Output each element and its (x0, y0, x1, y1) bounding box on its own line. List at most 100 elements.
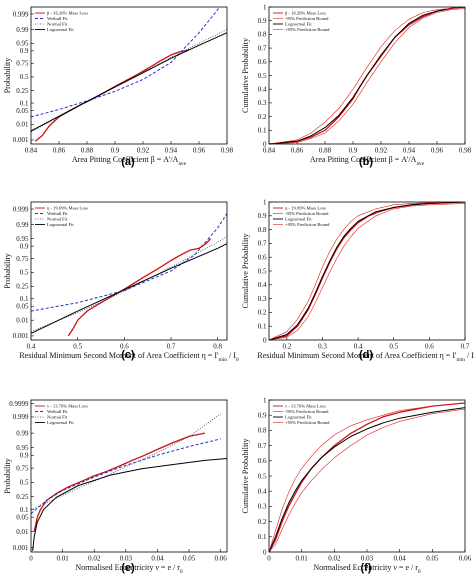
series-group (269, 202, 465, 340)
x-axis-label-main: Normalised Eccentricity ν = e / r (75, 563, 180, 572)
x-axis-label-main: Normalised Eccentricity ν = e / r (313, 563, 418, 572)
x-tick-label: 0.88 (319, 147, 332, 155)
legend-entry: -95% Prediction Bound (285, 16, 329, 21)
series-group (31, 7, 227, 142)
legend-entry: Normal Fit (47, 415, 68, 420)
y-tick-label: 0.001 (13, 544, 29, 552)
plot-frame (268, 6, 466, 145)
y-tick-label: 0.01 (16, 121, 29, 129)
chart-panel-f: 0 0.1 0.2 0.3 0.4 0.5 0.6 0.7 0.8 0.9 1 0 0.01 0.02 0.… (241, 396, 472, 575)
legend-entry: ν - 13.76% Mass Loss (285, 404, 326, 409)
x-tick-label: 0.5 (389, 343, 398, 351)
chart-panel-a: 0.0010.010.050.10.250.50.750.90.950.990.… (3, 6, 234, 168)
x-tick-label: 0.02 (328, 555, 341, 563)
y-tick-label: 0.9 (258, 212, 267, 220)
series-line-lognormal (269, 407, 465, 552)
y-tick-label: 0.3 (258, 503, 267, 511)
plot-frame (268, 399, 466, 553)
y-tick-label: 0.2 (258, 518, 267, 526)
y-tick-label: 0 (263, 140, 267, 148)
y-axis-label: Cumulative Probability (241, 38, 250, 113)
y-tick-label: 0.8 (258, 427, 267, 435)
series-line-bound (269, 408, 465, 552)
x-tick-label: 0.02 (88, 555, 101, 563)
series-line-data (67, 238, 212, 337)
x-tick-label: 0.01 (56, 555, 69, 563)
x-axis-label: Residual Minimum Second Moment of Area C… (19, 351, 239, 363)
series-line-bound (269, 203, 465, 340)
x-tick-label: 0.03 (120, 555, 133, 563)
x-axis-label: Area Pitting Coefficient β = A'/Aave (72, 155, 187, 167)
y-tick-label: 0.5 (258, 267, 267, 275)
y-tick-label: 0.01 (16, 528, 29, 536)
y-tick-label: 0.999 (13, 205, 29, 213)
x-tick-label: 0.96 (431, 147, 444, 155)
y-tick-label: 0.001 (13, 332, 29, 340)
y-tick-label: 0.1 (258, 323, 267, 331)
y-tick-label: 0.5 (20, 73, 29, 81)
x-tick-label: 0.06 (459, 555, 472, 563)
legend-entry: Lognormal Fit (285, 415, 312, 420)
x-tick-label: 0.8 (213, 343, 222, 351)
y-tick-label: 0.3 (258, 295, 267, 303)
plot-frame (30, 399, 228, 553)
series-line-bound (269, 7, 465, 144)
y-tick-label: 0.001 (13, 136, 29, 144)
x-axis-label: Normalised Eccentricity ν = e / r0 (313, 563, 421, 575)
y-tick-label: 0.4 (258, 281, 267, 289)
y-tick-label: 0.05 (16, 513, 29, 521)
y-tick-label: 0.1 (20, 506, 29, 514)
legend-entry: β - 16.26% Mass Loss (47, 11, 88, 16)
series-line-weibull (31, 7, 221, 118)
x-tick-label: 0.4 (27, 343, 36, 351)
x-tick-label: 0.5 (73, 343, 82, 351)
y-tick-label: 0.9999 (9, 400, 29, 408)
y-tick-label: 0.5 (258, 472, 267, 480)
x-tick-label: 0.06 (215, 555, 228, 563)
x-tick-label: 0.04 (151, 555, 164, 563)
series-line-bound (269, 202, 465, 340)
legend-entry: -95% Prediction Bound (285, 211, 329, 216)
x-tick-label: 0.88 (81, 147, 94, 155)
x-tick-label: 0.3 (318, 343, 327, 351)
y-tick-label: 0.9 (20, 47, 29, 55)
plot-frame (268, 201, 466, 341)
chart-panel-e: 0.0010.010.050.10.250.50.750.90.950.990.… (3, 399, 228, 575)
x-tick-label: 0.94 (403, 147, 416, 155)
x-tick-label: 0.86 (291, 147, 304, 155)
series-line-lognormal (269, 7, 465, 144)
x-tick-label: 0.98 (459, 147, 472, 155)
legend-entry: Lognormal Fit (47, 420, 74, 425)
series-line-lognormal (269, 202, 465, 340)
y-tick-label: 1 (263, 3, 267, 11)
y-tick-label: 0.6 (258, 58, 267, 66)
legend-entry: +95% Prediction Bound (285, 27, 330, 32)
legend-entry: η - 19.09% Mass Loss (285, 206, 326, 211)
legend-entry: Normal Fit (47, 217, 68, 222)
x-tick-label: 0.03 (361, 555, 374, 563)
series-line-lognormal (31, 32, 227, 132)
y-tick-label: 0.05 (16, 303, 29, 311)
series-line-data (34, 48, 190, 142)
x-axis-label-sub: ave (178, 161, 186, 167)
legend-entry: -95% Prediction Bound (285, 409, 329, 414)
y-tick-label: 0.7 (258, 442, 267, 450)
x-tick-label: 0.2 (282, 343, 291, 351)
x-tick-label: 0.92 (137, 147, 150, 155)
y-axis-label: Probability (3, 253, 12, 289)
y-tick-label: 0.6 (258, 457, 267, 465)
x-axis-label-sub: ave (416, 161, 424, 167)
y-tick-label: 0.8 (258, 31, 267, 39)
y-tick-label: 0.9 (258, 412, 267, 420)
x-tick-label: 0.01 (296, 555, 309, 563)
x-axis-label-sub: 0 (180, 569, 183, 575)
y-tick-label: 0.01 (16, 317, 29, 325)
series-group (31, 413, 227, 551)
y-tick-label: 0.75 (16, 464, 29, 472)
legend-entry: ν - 13.76% Mass Loss (47, 404, 88, 409)
y-tick-label: 0.95 (16, 235, 29, 243)
x-tick-label: 0.94 (165, 147, 178, 155)
y-tick-label: 0.4 (258, 86, 267, 94)
x-tick-label: 0.05 (426, 555, 439, 563)
